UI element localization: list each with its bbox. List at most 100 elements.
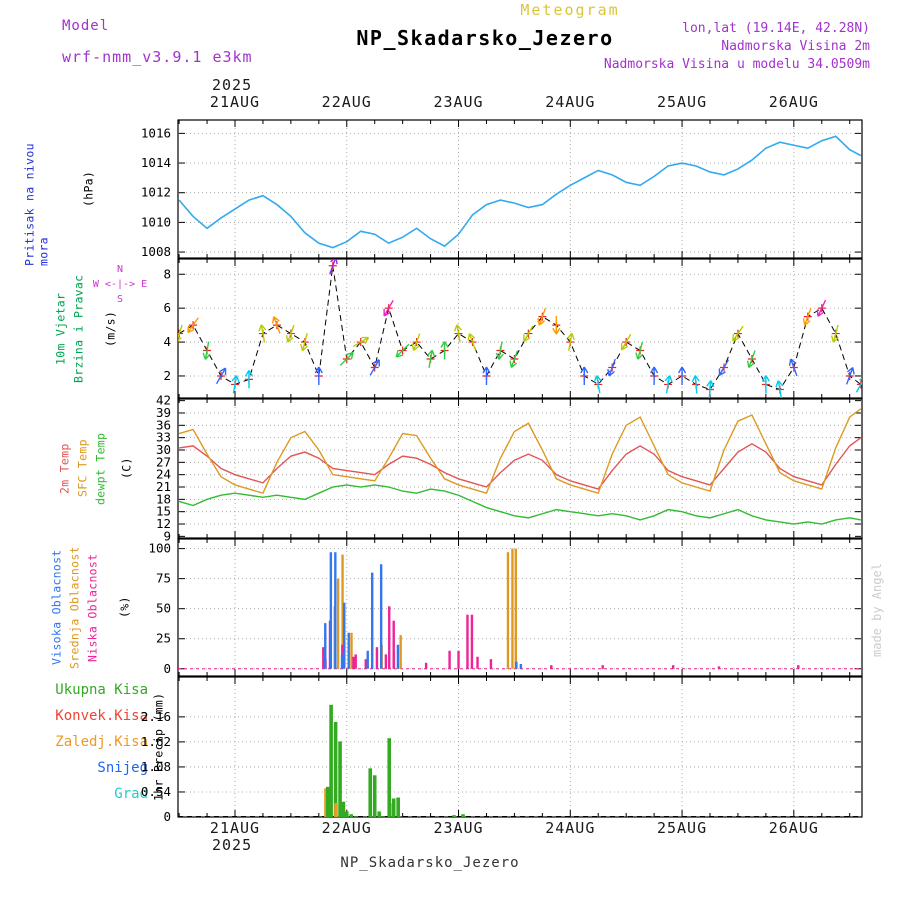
- legend-konvek-kisa: Konvek.Kisa: [55, 708, 148, 724]
- wind-direction-arrow: [718, 359, 730, 376]
- wind-direction-arrow: [620, 333, 632, 351]
- wind-speed-marker: [580, 371, 589, 380]
- wind-series: [178, 259, 862, 398]
- temp-dewpt-axis-label: dewpt Temp: [93, 432, 108, 505]
- svg-text:26AUG: 26AUG: [769, 819, 819, 837]
- elevation-text: Nadmorska Visina 2m: [721, 39, 870, 54]
- wind-speed-marker: [300, 338, 309, 347]
- wind-direction-arrow: [231, 375, 240, 394]
- model-name: wrf-nmm_v3.9.1 e3km: [62, 48, 253, 66]
- wind-speed-marker: [272, 321, 281, 330]
- svg-text:36: 36: [156, 417, 171, 432]
- wind-direction-arrow: [369, 359, 380, 376]
- legend-ukupna-kisa: Ukupna Kisa: [55, 682, 148, 698]
- svg-text:22AUG: 22AUG: [322, 93, 372, 111]
- wind-direction-arrow: [440, 341, 449, 360]
- wind-speed-marker: [733, 329, 742, 338]
- wind-direction-arrow: [706, 380, 715, 398]
- footer-title: NP_Skadarsko_Jezero: [340, 855, 520, 871]
- wind-direction-arrow: [664, 375, 673, 394]
- year-label-bottom: 2025: [212, 836, 253, 854]
- wind-speed-marker: [856, 380, 862, 389]
- wind-speed-marker: [496, 346, 505, 355]
- svg-text:27: 27: [156, 454, 171, 469]
- wind-speed-marker: [664, 380, 673, 389]
- svg-text:6: 6: [163, 300, 171, 315]
- wind-speed-marker: [384, 304, 393, 313]
- wind-speed-marker: [803, 312, 812, 321]
- precip-legend: Ukupna Kisa Konvek.Kisa Zaledj.Kisa Snij…: [0, 677, 148, 807]
- wind-speed-marker: [244, 375, 253, 384]
- precip-unit-label: 1hr Precip (mm): [151, 692, 166, 802]
- wind-speed-marker: [231, 380, 239, 389]
- wind-speed-marker: [706, 385, 714, 394]
- svg-text:1010: 1010: [141, 214, 171, 229]
- wind-direction-arrow: [566, 332, 575, 352]
- wind-speed-marker: [286, 329, 295, 338]
- svg-text:24AUG: 24AUG: [545, 819, 595, 837]
- compass-west-east-label: W <-|-> E: [92, 279, 148, 290]
- legend-snijeg: Snijeg: [97, 760, 148, 776]
- svg-text:21AUG: 21AUG: [210, 93, 260, 111]
- wind-direction-arrow: [802, 307, 812, 326]
- pressure-panel-grid: 1008 1010 1012 1014 1016: [141, 119, 863, 259]
- wind-direction-arrow: [691, 375, 700, 394]
- svg-text:25: 25: [156, 631, 171, 646]
- wind-speed-marker: [845, 371, 854, 380]
- wind-direction-arrow: [329, 259, 338, 275]
- model-label: Model: [62, 18, 110, 34]
- wind-direction-arrow: [761, 375, 770, 394]
- location-info: lon,lat (19.14E, 42.28N) Nadmorska Visin…: [530, 20, 870, 74]
- wind-speed-marker: [538, 312, 547, 321]
- wind-speed-marker: [356, 338, 365, 347]
- cloud-high-axis-label: Visoka Oblacnost: [49, 549, 64, 666]
- precip-panel-grid: 00.541.081.622.16: [141, 676, 863, 824]
- wind-direction-arrow: [215, 367, 227, 385]
- wind-direction-arrow: [202, 341, 211, 360]
- wind-speed-marker: [650, 371, 659, 380]
- cloud-bars: [178, 548, 862, 670]
- wind-speed-marker: [678, 371, 687, 380]
- wind-speed-marker: [412, 338, 421, 347]
- svg-text:1008: 1008: [141, 244, 171, 259]
- wind-direction-arrow: [816, 299, 827, 317]
- svg-text:12: 12: [156, 516, 171, 531]
- wind-direction-arrow: [352, 336, 370, 348]
- svg-text:33: 33: [156, 430, 171, 445]
- wind-direction-arrow: [271, 316, 281, 334]
- svg-text:21: 21: [156, 479, 171, 494]
- wind-direction-arrow: [732, 325, 744, 342]
- wind-speed-marker: [370, 363, 379, 372]
- svg-text:4: 4: [163, 334, 171, 349]
- wind-speed-marker: [426, 355, 435, 364]
- precip-bars: [178, 704, 862, 817]
- wind-speed-marker: [510, 355, 519, 364]
- wind-speed-marker: [622, 338, 631, 347]
- svg-text:26AUG: 26AUG: [769, 93, 819, 111]
- wind-direction-arrow: [411, 333, 421, 352]
- wind-direction-arrow: [258, 324, 267, 343]
- wind-speed-marker: [189, 321, 198, 330]
- wind-speed-marker: [217, 371, 226, 380]
- wind-speed-marker: [552, 321, 561, 330]
- wind-direction-arrow: [775, 380, 784, 398]
- svg-text:1016: 1016: [141, 125, 171, 140]
- pressure-unit-label: (hPa): [81, 170, 96, 208]
- legend-zaledj-kisa: Zaledj.Kisa: [55, 734, 148, 750]
- svg-text:25AUG: 25AUG: [657, 819, 707, 837]
- wind-speed-marker: [636, 346, 645, 355]
- wind-direction-arrow: [552, 316, 561, 335]
- wind-direction-arrow: [467, 333, 477, 351]
- wind-speed-marker: [314, 371, 323, 380]
- svg-text:15: 15: [156, 504, 171, 519]
- wind-direction-arrow: [244, 370, 254, 389]
- wind-axis-label-1: 10m Vjetar: [53, 292, 68, 365]
- wind-direction-arrow: [593, 375, 602, 394]
- legend-grad: Grad: [114, 786, 148, 802]
- svg-text:2: 2: [163, 368, 171, 383]
- svg-text:42: 42: [156, 393, 171, 408]
- wind-speed-marker: [178, 329, 184, 338]
- wind-speed-marker: [747, 355, 756, 364]
